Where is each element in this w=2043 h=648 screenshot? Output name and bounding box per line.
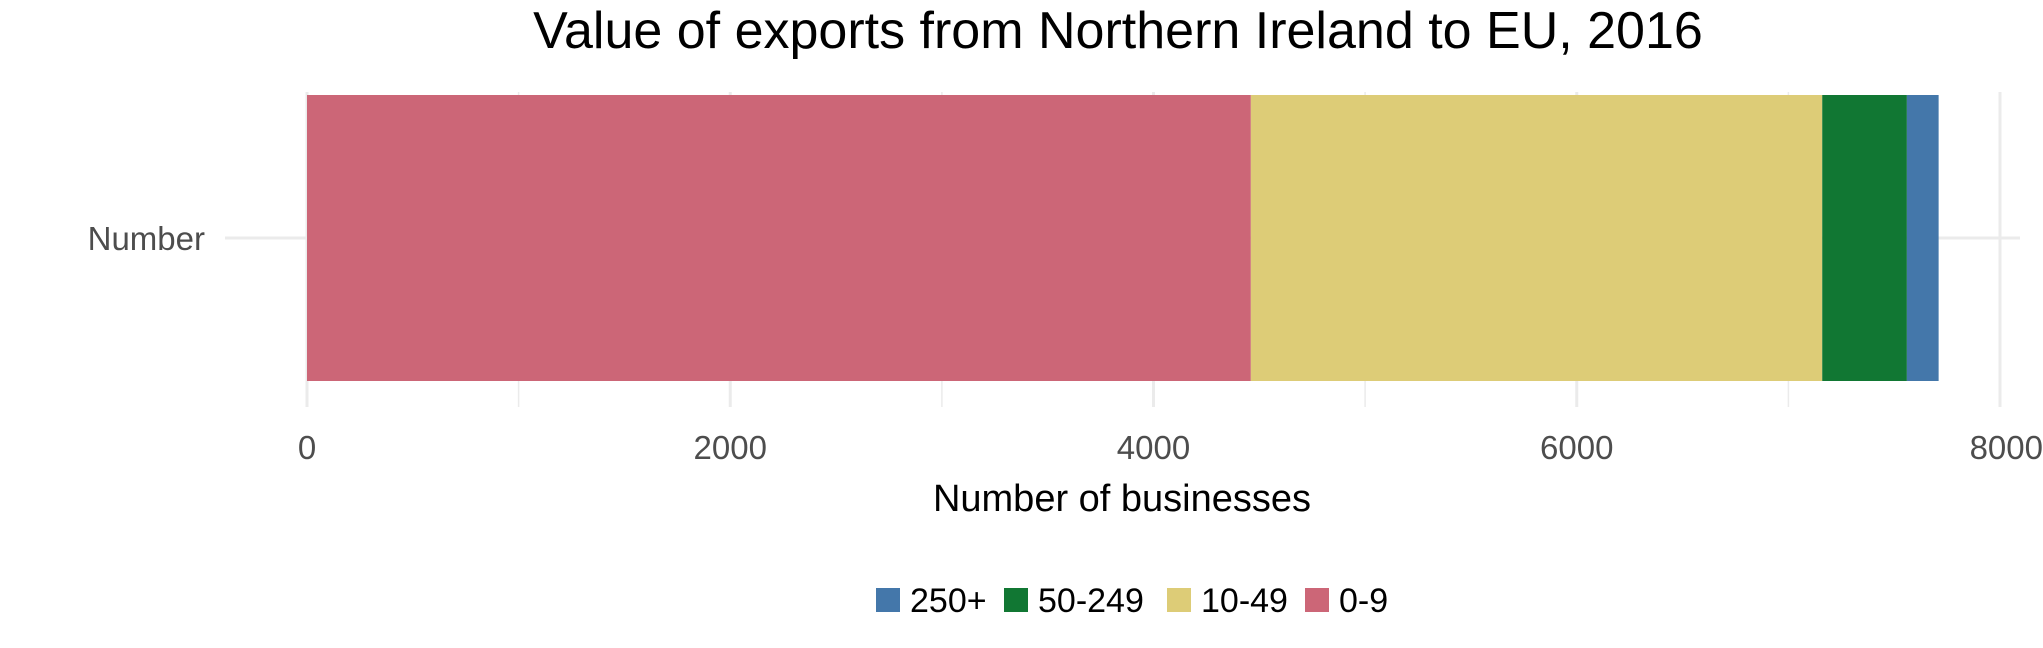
legend-swatch-10-49	[1167, 588, 1191, 612]
x-tick-label: 4000	[1117, 429, 1190, 466]
legend-label-10-49: 10-49	[1201, 582, 1288, 620]
bar-segment-50-249	[1822, 95, 1907, 381]
legend-swatch-50-249	[1004, 588, 1028, 612]
bars	[307, 95, 1939, 381]
x-axis-title: Number of businesses	[933, 478, 1311, 520]
legend-label-50-249: 50-249	[1038, 582, 1144, 620]
legend-swatch-250+	[876, 588, 900, 612]
bar-segment-0-9	[307, 95, 1251, 381]
y-tick-label: Number	[88, 220, 205, 257]
bar-segment-10-49	[1250, 95, 1823, 381]
legend-label-0-9: 0-9	[1339, 582, 1388, 620]
legend-swatch-0-9	[1305, 588, 1329, 612]
x-axis: 0 2000 4000 6000 8000	[298, 429, 2043, 466]
y-axis: Number	[88, 220, 205, 257]
legend-label-250+: 250+	[910, 582, 987, 620]
bar-segment-250+	[1906, 95, 1939, 381]
x-tick-label: 8000	[1970, 429, 2043, 466]
x-tick-label: 0	[298, 429, 316, 466]
legend: 250+ 50-249 10-49 0-9	[876, 582, 1388, 620]
x-tick-label: 2000	[694, 429, 767, 466]
chart-title: Value of exports from Northern Ireland t…	[533, 2, 1703, 60]
x-tick-label: 6000	[1540, 429, 1613, 466]
